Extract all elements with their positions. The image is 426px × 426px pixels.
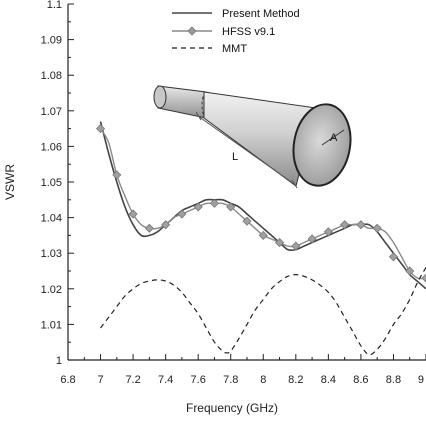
x-tick-label: 8.6 — [353, 374, 368, 386]
series-hfss-markers — [95, 124, 426, 283]
hfss-diamond-marker — [405, 266, 415, 276]
length-dimension-tick-start — [195, 111, 202, 121]
series-present-method-line — [99, 121, 426, 290]
hfss-diamond-marker — [112, 170, 122, 180]
y-tick-label: 1.08 — [41, 70, 62, 82]
legend-label-present-method: Present Method — [222, 8, 300, 20]
y-tick-label: 1.03 — [41, 248, 62, 260]
x-tick-label: 8.2 — [288, 374, 303, 386]
x-tick-label: 6.8 — [60, 374, 75, 386]
x-axis-ticks: 6.8 7 7.2 7.4 7.6 7.8 8 8.2 8.4 8.6 8.8 9 — [60, 354, 426, 386]
y-tick-label: 1.1 — [47, 0, 62, 11]
x-axis-title: Frequency (GHz) — [186, 401, 278, 415]
legend-label-hfss: HFSS v9.1 — [222, 26, 275, 38]
hfss-diamond-marker — [209, 198, 220, 208]
hfss-diamond-marker — [161, 220, 171, 230]
legend: Present Method HFSS v9.1 MMT — [172, 8, 300, 55]
x-tick-label: 7.2 — [125, 374, 140, 386]
hfss-diamond-marker — [258, 230, 268, 240]
horn-feed-end — [153, 85, 167, 109]
y-axis-ticks: 1 1.01 1.02 1.03 1.04 1.05 1.06 1.07 1.08 1.09 1.1 — [41, 0, 74, 367]
hfss-diamond-marker — [128, 209, 138, 219]
y-tick-label: 1.01 — [41, 319, 62, 331]
hfss-diamond-marker — [323, 227, 333, 237]
hfss-diamond-marker — [193, 202, 203, 212]
length-dimension-tick-end — [291, 179, 298, 189]
legend-label-mmt: MMT — [222, 43, 247, 55]
x-tick-label: 7 — [97, 374, 103, 386]
horn-antenna-illustration: A L — [153, 85, 352, 189]
radius-line — [321, 129, 345, 146]
y-tick-label: 1.05 — [41, 177, 62, 189]
x-tick-label: 8.4 — [321, 374, 336, 386]
hfss-diamond-marker — [226, 202, 236, 212]
series-mmt-line — [100, 267, 426, 356]
x-tick-label: 7.8 — [223, 374, 238, 386]
y-tick-label: 1.09 — [41, 35, 62, 47]
legend-marker-hfss — [187, 26, 197, 36]
hfss-diamond-marker — [291, 241, 301, 251]
y-tick-label: 1.02 — [41, 284, 62, 296]
length-label: L — [232, 151, 238, 163]
y-tick-label: 1.04 — [41, 213, 62, 225]
x-tick-label: 8 — [260, 374, 266, 386]
hfss-diamond-marker — [356, 220, 366, 230]
x-tick-label: 9 — [418, 374, 424, 386]
x-tick-label: 7.4 — [158, 374, 173, 386]
hfss-diamond-marker — [144, 223, 154, 233]
x-tick-label: 8.8 — [386, 374, 401, 386]
y-tick-label: 1.06 — [41, 141, 62, 153]
hfss-diamond-marker — [340, 220, 350, 230]
hfss-diamond-marker — [388, 252, 399, 262]
hfss-diamond-marker — [307, 234, 317, 244]
hfss-diamond-marker — [177, 209, 187, 219]
x-tick-label: 7.6 — [191, 374, 206, 386]
y-axis-title: VSWR — [3, 164, 17, 200]
hfss-diamond-marker — [95, 124, 106, 134]
y-tick-label: 1 — [56, 355, 62, 367]
hfss-diamond-marker — [372, 223, 382, 233]
hfss-diamond-marker — [421, 273, 426, 283]
radius-label: A — [330, 132, 338, 144]
hfss-diamond-marker — [242, 216, 252, 226]
length-dimension-line — [197, 115, 295, 185]
y-tick-label: 1.07 — [41, 106, 62, 118]
hfss-diamond-marker — [274, 237, 285, 248]
